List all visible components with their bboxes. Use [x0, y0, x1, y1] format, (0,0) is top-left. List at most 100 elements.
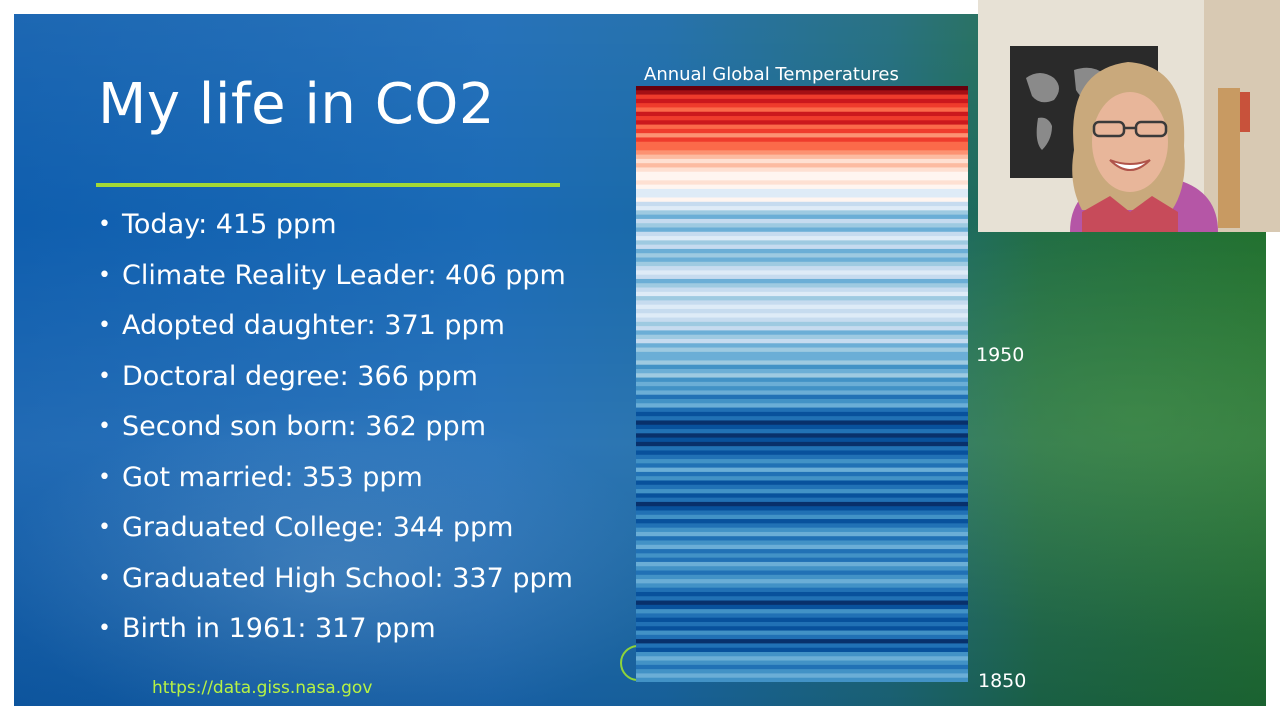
bullet-text: Second son born: 362 ppm	[122, 411, 486, 442]
source-link[interactable]: https://data.giss.nasa.gov	[152, 678, 373, 698]
title-underline	[96, 183, 560, 187]
bullet-text: Today: 415 ppm	[122, 209, 337, 240]
temperature-stripe	[636, 227, 968, 233]
bullet-dot-icon: •	[98, 565, 111, 591]
temperature-stripe	[636, 579, 968, 584]
bullet-item: • Today: 415 ppm	[98, 208, 573, 259]
temperature-stripe	[636, 437, 968, 443]
presenter-video-frame	[978, 0, 1280, 232]
temperature-stripe	[636, 300, 968, 306]
temperature-stripe	[636, 557, 968, 563]
temperature-stripe	[636, 549, 968, 554]
temperature-stripe	[636, 673, 968, 679]
temperature-stripe	[636, 544, 968, 550]
temperature-stripe	[636, 669, 968, 675]
bullet-text: Got married: 353 ppm	[122, 461, 423, 493]
temperature-stripe	[636, 399, 968, 404]
temperature-stripe	[636, 574, 968, 580]
bullet-item: • Graduated College: 344 ppm	[98, 511, 573, 562]
temperature-stripe	[636, 210, 968, 216]
temperature-stripe	[636, 454, 968, 460]
wall-decoration	[1240, 92, 1250, 132]
temperature-stripe	[636, 360, 968, 366]
temperature-stripe	[636, 364, 968, 370]
temperature-stripe	[636, 497, 968, 503]
bullet-dot-icon: •	[98, 515, 111, 540]
bullet-item: • Got married: 353 ppm	[98, 461, 573, 512]
bullet-item: • Adopted daughter: 371 ppm	[98, 309, 573, 360]
temperature-stripe	[636, 274, 968, 280]
temperature-stripe	[636, 167, 968, 173]
temperature-stripe	[636, 120, 968, 126]
temperature-stripe	[636, 420, 968, 426]
temperature-stripe	[636, 450, 968, 456]
temperature-stripe	[636, 356, 968, 362]
bullet-item: • Doctoral degree: 366 ppm	[98, 360, 573, 411]
temperature-stripe	[636, 266, 968, 271]
bullet-item: • Birth in 1961: 317 ppm	[98, 612, 573, 663]
temperature-stripe	[636, 304, 968, 310]
temperature-stripe	[636, 596, 968, 602]
temperature-stripe	[636, 634, 968, 640]
temperature-stripe	[636, 154, 968, 160]
year-label-1850: 1850	[978, 670, 1027, 692]
temperature-stripe	[636, 561, 968, 567]
temperature-stripe	[636, 566, 968, 572]
temperature-stripe	[636, 278, 968, 284]
temperature-stripe	[636, 484, 968, 490]
temperature-stripe	[636, 111, 968, 117]
bullet-text: Birth in 1961: 317 ppm	[122, 613, 436, 644]
temperature-stripe	[636, 463, 968, 469]
temperature-stripe	[636, 459, 968, 464]
temperature-stripe	[636, 116, 968, 121]
temperature-stripe	[636, 553, 968, 559]
temperature-stripe	[636, 583, 968, 589]
temperature-stripe	[636, 407, 968, 413]
temperature-stripe	[636, 403, 968, 409]
temperature-stripe	[636, 193, 968, 199]
temperature-stripe	[636, 386, 968, 392]
bullet-item: • Graduated High School: 337 ppm	[98, 562, 573, 613]
bullet-dot-icon: •	[98, 363, 111, 389]
temperature-stripe	[636, 214, 968, 220]
bullet-dot-icon: •	[98, 262, 111, 288]
temperature-stripe	[636, 291, 968, 297]
stripes-title: Annual Global Temperatures	[644, 64, 899, 85]
temperature-stripe	[636, 664, 968, 670]
temperature-stripe	[636, 531, 968, 537]
temperature-stripe	[636, 146, 968, 151]
temperature-stripe	[636, 296, 968, 301]
temperature-stripe	[636, 124, 968, 130]
temperature-stripe	[636, 587, 968, 593]
temperature-stripe	[636, 308, 968, 314]
temperature-stripe	[636, 188, 968, 194]
temperature-stripe	[636, 141, 968, 147]
temperature-stripe	[636, 519, 968, 524]
temperature-stripe	[636, 283, 968, 289]
temperature-stripe	[636, 236, 968, 241]
presenter-face	[1092, 92, 1168, 192]
temperature-stripe	[636, 471, 968, 477]
temperature-stripe	[636, 647, 968, 653]
temperature-stripe	[636, 176, 968, 181]
temperature-stripe	[636, 621, 968, 627]
temperature-stripe	[636, 321, 968, 327]
temperature-stripe	[636, 248, 968, 254]
temperature-stripe	[636, 94, 968, 100]
temperature-stripe	[636, 338, 968, 344]
temperature-stripe	[636, 604, 968, 610]
bullet-dot-icon: •	[98, 464, 111, 490]
temperature-stripe	[636, 223, 968, 229]
temperature-stripe	[636, 536, 968, 542]
webcam-video[interactable]	[978, 0, 1280, 232]
temperature-stripe	[636, 180, 968, 186]
temperature-stripe	[636, 347, 968, 353]
presenter-scarf	[1082, 196, 1178, 232]
temperature-stripe	[636, 523, 968, 529]
presenter-smile	[1109, 159, 1151, 171]
temperature-stripe	[636, 651, 968, 657]
temperature-stripe	[636, 656, 968, 662]
temperature-stripe	[636, 424, 968, 430]
temperature-stripe	[636, 510, 968, 516]
temperature-stripe	[636, 630, 968, 636]
